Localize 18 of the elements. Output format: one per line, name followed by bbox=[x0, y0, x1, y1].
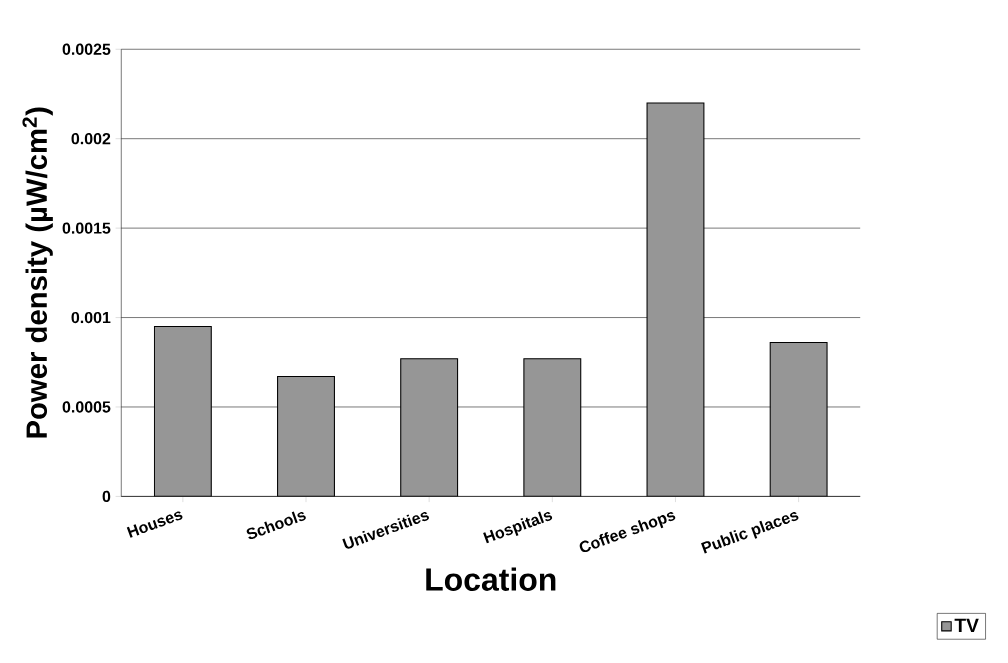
legend-label: TV bbox=[954, 618, 979, 632]
y-tick-label: 0 bbox=[102, 490, 111, 502]
bar bbox=[523, 358, 582, 497]
bar bbox=[769, 341, 828, 497]
x-tick-label: Houses bbox=[126, 511, 183, 538]
bar bbox=[400, 358, 459, 497]
y-tick-label: 0.0015 bbox=[62, 222, 111, 234]
bar bbox=[153, 325, 212, 497]
y-tick-label: 0.002 bbox=[71, 132, 111, 145]
x-tick-label: Public places bbox=[701, 512, 799, 554]
bar bbox=[277, 375, 335, 497]
x-axis-title: Location bbox=[426, 567, 556, 591]
bar bbox=[646, 102, 705, 497]
x-tick-label: Coffee shops bbox=[579, 512, 676, 553]
y-axis-title: Power density (µW/cm$^{2}$) bbox=[22, 107, 53, 438]
y-tick-label: 0.001 bbox=[71, 311, 111, 324]
y-tick-label: 0.0025 bbox=[62, 43, 111, 55]
y-tick-label: 0.0005 bbox=[62, 401, 111, 413]
